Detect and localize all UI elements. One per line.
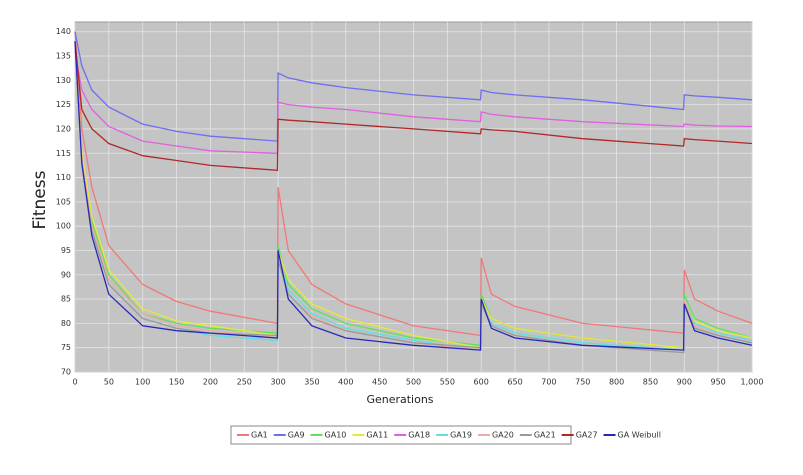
- series-line: [74, 51, 753, 154]
- y-tick-label: 115: [56, 149, 71, 158]
- legend-label: GA27: [576, 431, 598, 440]
- y-tick-label: 75: [61, 343, 71, 352]
- y-tick-label: 130: [56, 76, 71, 85]
- y-tick-label: 90: [61, 270, 71, 279]
- y-tick-label: 80: [61, 319, 71, 328]
- x-axis-label: Generations: [366, 393, 433, 406]
- x-tick-label: 350: [304, 378, 319, 387]
- x-tick-label: 150: [169, 378, 184, 387]
- legend-label: GA18: [408, 431, 430, 440]
- legend-label: GA20: [492, 431, 514, 440]
- x-tick-label: 200: [203, 378, 218, 387]
- legend-label: GA19: [450, 431, 472, 440]
- x-tick-label: 600: [474, 378, 489, 387]
- x-tick-label: 900: [677, 378, 692, 387]
- y-axis-label: Fitness: [30, 170, 50, 229]
- x-tick-label: 500: [406, 378, 421, 387]
- y-tick-label: 110: [56, 173, 71, 182]
- series-line: [74, 41, 753, 351]
- y-tick-label: 70: [61, 368, 71, 377]
- x-tick-label: 950: [711, 378, 726, 387]
- series-line: [74, 31, 753, 142]
- x-tick-label: 0: [72, 378, 77, 387]
- x-tick-label: 800: [609, 378, 624, 387]
- x-tick-label: 750: [575, 378, 590, 387]
- x-tick-label: 100: [135, 378, 150, 387]
- y-tick-label: 125: [56, 100, 71, 109]
- x-tick-label: 250: [237, 378, 252, 387]
- y-tick-label: 95: [61, 246, 71, 255]
- legend-label: GA1: [251, 431, 268, 440]
- legend-label: GA9: [288, 431, 305, 440]
- legend-label: GA11: [366, 431, 388, 440]
- legend-label: GA21: [534, 431, 556, 440]
- x-tick-label: 700: [541, 378, 556, 387]
- x-tick-label: 450: [372, 378, 387, 387]
- y-tick-label: 100: [56, 222, 71, 231]
- y-tick-label: 135: [56, 52, 71, 61]
- legend-label: GA Weibull: [618, 431, 661, 440]
- x-tick-label: 400: [338, 378, 353, 387]
- x-tick-label: 550: [440, 378, 455, 387]
- x-tick-label: 850: [643, 378, 658, 387]
- x-tick-label: 300: [270, 378, 285, 387]
- series-line: [74, 41, 753, 171]
- x-tick-label: 50: [104, 378, 114, 387]
- y-tick-label: 105: [56, 197, 71, 206]
- legend-label: GA10: [325, 431, 347, 440]
- x-tick-label: 650: [507, 378, 522, 387]
- x-tick-label: 1,000: [741, 378, 764, 387]
- y-tick-label: 120: [56, 124, 71, 133]
- y-tick-label: 85: [61, 295, 71, 304]
- y-tick-label: 140: [56, 27, 71, 36]
